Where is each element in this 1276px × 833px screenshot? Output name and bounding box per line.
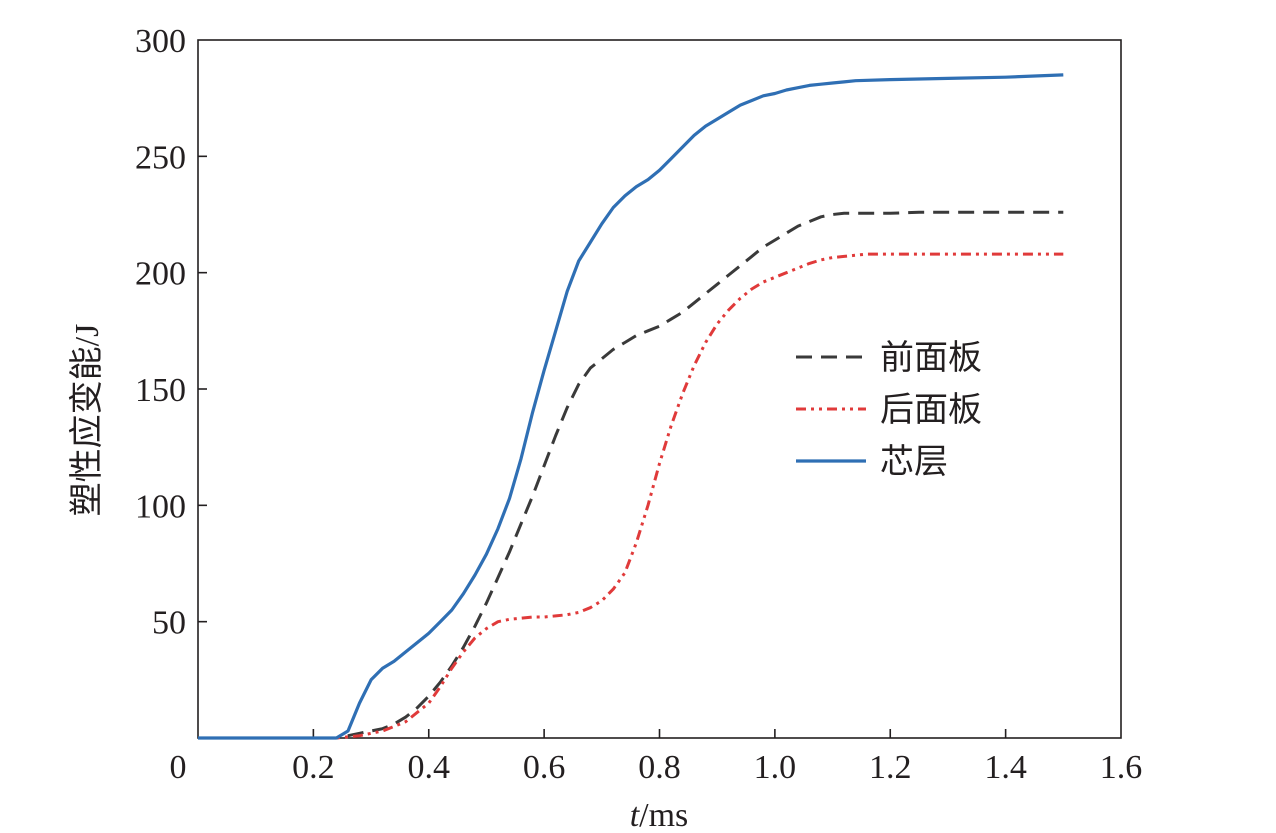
series-line-3 (198, 73, 1064, 740)
x-tick-label: 0 (170, 749, 187, 786)
x-tick-label: 1.2 (869, 749, 912, 786)
x-axis-title: t/ms (630, 797, 689, 833)
x-tick-label: 1.0 (754, 749, 797, 786)
series-lines (198, 73, 1064, 740)
legend-label: 后面板 (880, 391, 982, 429)
x-tick-label: 1.6 (1100, 749, 1143, 786)
legend-label: 前面板 (880, 339, 982, 377)
y-tick-label: 200 (135, 256, 186, 293)
x-tick-label: 0.2 (292, 749, 335, 786)
x-axis-title-italic: t (630, 797, 641, 833)
series-line-2 (198, 252, 1064, 740)
y-tick-label: 300 (135, 23, 186, 60)
x-tick-label: 1.4 (984, 749, 1027, 786)
x-axis-title-unit: /ms (639, 797, 688, 833)
y-axis-title: 塑性应变能/J (68, 324, 106, 517)
legend-label: 芯层 (880, 443, 948, 481)
x-axis-ticks: 0 0.2 0.4 0.6 0.8 1.0 1.2 1.4 1.6 (170, 729, 1143, 786)
y-tick-label: 250 (135, 139, 186, 176)
x-tick-label: 0.6 (523, 749, 566, 786)
y-axis-ticks: 50 100 150 200 250 300 (135, 23, 207, 642)
x-tick-label: 0.8 (638, 749, 681, 786)
y-tick-label: 100 (135, 488, 186, 525)
x-tick-label: 0.4 (408, 749, 451, 786)
y-tick-label: 50 (152, 605, 186, 642)
series-line-1 (198, 210, 1064, 740)
plot-frame (197, 39, 1122, 739)
y-tick-label: 150 (135, 372, 186, 409)
